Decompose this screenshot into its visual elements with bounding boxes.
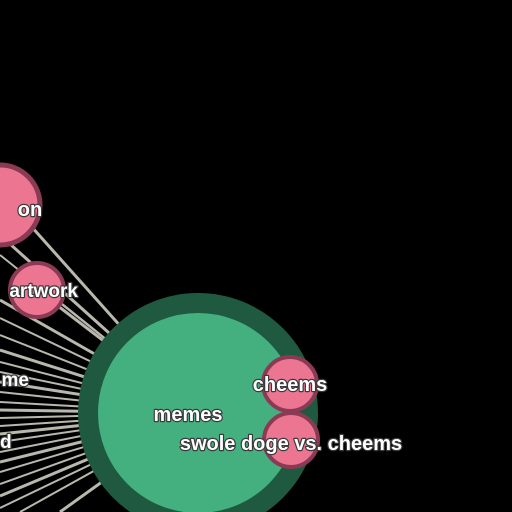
node-cheems-circle[interactable]	[261, 355, 319, 413]
node-memes-circle[interactable]	[78, 293, 318, 512]
node-swole-doge[interactable]	[262, 411, 320, 469]
label-cheems: cheems	[253, 374, 328, 396]
label-partial-top: on	[18, 199, 42, 221]
label-partial-d: d	[0, 432, 12, 453]
node-partial-top-circle[interactable]	[0, 162, 43, 248]
node-cheems[interactable]	[261, 355, 319, 413]
node-artwork[interactable]	[8, 261, 66, 319]
label-artwork: artwork	[9, 281, 78, 302]
node-memes[interactable]	[78, 293, 318, 512]
label-partial-me: me	[2, 370, 29, 391]
node-artwork-circle[interactable]	[8, 261, 66, 319]
node-swole-doge-circle[interactable]	[262, 411, 320, 469]
node-partial-top[interactable]	[0, 162, 43, 248]
label-swole-doge: swole doge vs. cheems	[180, 433, 402, 455]
label-memes: memes	[154, 404, 223, 426]
